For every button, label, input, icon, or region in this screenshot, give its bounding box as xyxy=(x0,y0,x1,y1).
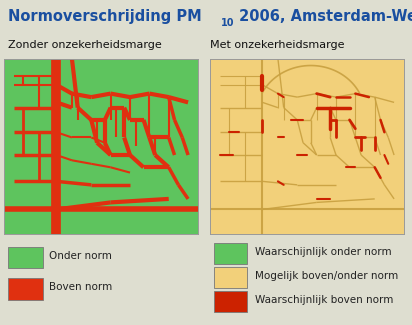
Text: Met onzekerheidsmarge: Met onzekerheidsmarge xyxy=(210,41,344,50)
Text: Onder norm: Onder norm xyxy=(49,251,112,261)
Text: Zonder onzekerheidsmarge: Zonder onzekerheidsmarge xyxy=(8,41,162,50)
Text: Mogelijk boven/onder norm: Mogelijk boven/onder norm xyxy=(255,271,399,281)
Text: Boven norm: Boven norm xyxy=(49,282,113,292)
FancyBboxPatch shape xyxy=(8,247,43,268)
FancyBboxPatch shape xyxy=(214,243,247,265)
Text: 10: 10 xyxy=(221,18,235,28)
FancyBboxPatch shape xyxy=(8,279,43,300)
Text: Waarschijnlijk boven norm: Waarschijnlijk boven norm xyxy=(255,294,394,305)
Text: Waarschijnlijk onder norm: Waarschijnlijk onder norm xyxy=(255,247,392,257)
Text: Normoverschrijding PM: Normoverschrijding PM xyxy=(8,8,202,24)
Text: 2006, Amsterdam-West: 2006, Amsterdam-West xyxy=(234,8,412,24)
FancyBboxPatch shape xyxy=(214,267,247,288)
FancyBboxPatch shape xyxy=(214,291,247,312)
